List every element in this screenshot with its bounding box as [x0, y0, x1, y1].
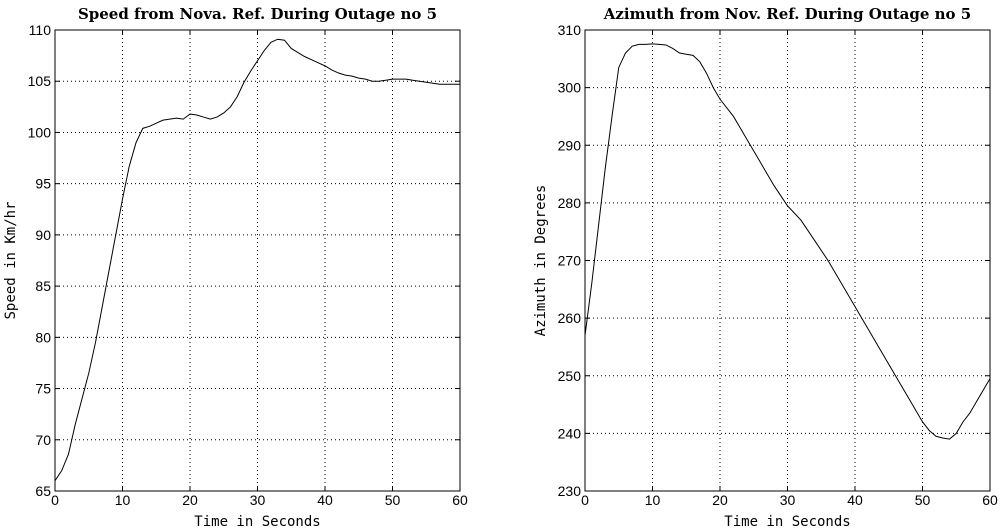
x-axis-label: Time in Seconds	[724, 514, 850, 530]
y-tick-label: 280	[558, 195, 582, 211]
y-tick-label: 260	[558, 310, 582, 326]
y-tick-label: 290	[558, 137, 582, 153]
plot-frame	[54, 29, 461, 492]
y-tick-label: 105	[28, 73, 52, 89]
x-tick-label: 20	[182, 492, 198, 508]
x-tick-label: 10	[645, 492, 661, 508]
x-tick-label: 40	[317, 492, 333, 508]
y-tick-label: 85	[35, 278, 51, 294]
series-line	[584, 43, 991, 440]
series-line	[54, 38, 460, 482]
x-tick-label: 50	[915, 492, 931, 508]
x-tick-label: 10	[115, 492, 131, 508]
x-tick-label: 30	[250, 492, 266, 508]
y-tick-label: 80	[35, 329, 51, 345]
y-axis-label: Speed in Km/hr	[3, 201, 19, 319]
x-tick-label: 40	[847, 492, 863, 508]
y-tick-label: 310	[558, 22, 582, 38]
x-tick-label: 30	[780, 492, 796, 508]
x-tick-label: 0	[581, 492, 589, 508]
azimuth-chart-panel: Azimuth from Nov. Ref. During Outage no …	[533, 5, 998, 530]
y-tick-label: 90	[35, 227, 51, 243]
x-tick-label: 60	[452, 492, 468, 508]
y-tick-label: 100	[28, 124, 52, 140]
x-tick-label: 0	[51, 492, 59, 508]
y-tick-label: 95	[35, 176, 51, 192]
y-tick-label: 70	[35, 432, 51, 448]
y-tick-label: 65	[35, 483, 51, 499]
y-tick-label: 240	[558, 425, 582, 441]
x-tick-label: 60	[982, 492, 998, 508]
speed-chart-panel: Speed from Nova. Ref. During Outage no 5…	[3, 5, 468, 530]
y-tick-label: 110	[29, 22, 52, 38]
y-tick-label: 250	[558, 368, 582, 384]
chart-title: Speed from Nova. Ref. During Outage no 5	[78, 5, 437, 23]
x-tick-label: 50	[385, 492, 401, 508]
chart-title: Azimuth from Nov. Ref. During Outage no …	[603, 5, 971, 23]
y-tick-label: 230	[558, 483, 582, 499]
y-tick-label: 75	[35, 381, 51, 397]
x-axis-label: Time in Seconds	[194, 514, 320, 530]
y-axis-label: Azimuth in Degrees	[533, 185, 549, 337]
x-tick-label: 20	[712, 492, 728, 508]
y-tick-label: 300	[558, 80, 582, 96]
y-tick-label: 270	[558, 253, 582, 269]
